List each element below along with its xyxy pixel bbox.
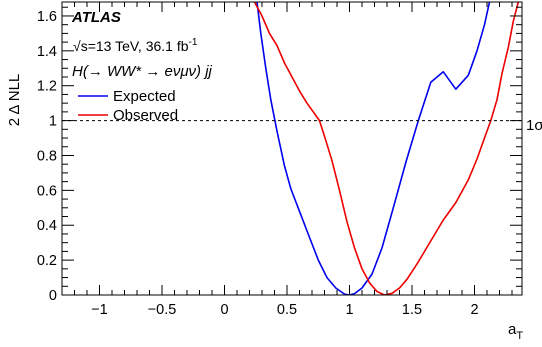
y-tick-label: 0.6 xyxy=(37,183,57,199)
y-tick-label: 0.8 xyxy=(37,148,57,164)
x-axis-title-sub: T xyxy=(516,330,523,342)
process-label: H(→ WW* → eνμν) jj xyxy=(72,63,213,80)
y-tick-label: 1.2 xyxy=(37,79,57,95)
energy-s: s xyxy=(81,38,88,54)
x-tick-label: 1 xyxy=(345,302,353,318)
sqrt-sign: √ xyxy=(73,38,81,54)
energy-text: =13 TeV, 36.1 fb xyxy=(88,38,189,54)
y-tick-label: 0.2 xyxy=(37,253,57,269)
y-tick-label: 0.4 xyxy=(37,218,57,234)
lumi-exponent: -1 xyxy=(189,37,198,48)
x-tick-label: 1.5 xyxy=(402,302,422,318)
plot-area xyxy=(253,2,520,295)
x-axis: −1 −0.5 0 0.5 1 1.5 2 xyxy=(61,2,513,318)
y-tick-label: 1.6 xyxy=(37,9,57,25)
x-axis-title: aT xyxy=(508,321,523,342)
x-tick-label: −1 xyxy=(91,302,108,318)
y-tick-label: 0 xyxy=(49,288,57,304)
x-tick-label: 0.5 xyxy=(277,302,297,318)
plot-frame xyxy=(61,1,523,296)
y-axis: 0 0.2 0.4 0.6 0.8 1 1.2 1.4 1.6 xyxy=(37,6,522,304)
legend-label-expected: Expected xyxy=(113,88,176,105)
y-axis-title: 2 Δ NLL xyxy=(6,74,23,127)
energy-lumi-label: √s=13 TeV, 36.1 fb-1 xyxy=(73,37,198,54)
x-tick-label: 2 xyxy=(470,302,478,318)
series-line-expected xyxy=(256,2,491,295)
x-tick-label: −0.5 xyxy=(148,302,177,318)
legend-label-observed: Observed xyxy=(113,107,178,124)
sigma-label: 1σ xyxy=(526,117,542,134)
series-line-observed xyxy=(253,2,520,295)
y-tick-label: 1 xyxy=(49,114,57,130)
atlas-label: ATLAS xyxy=(71,9,121,26)
x-axis-title-main: a xyxy=(508,321,517,338)
y-tick-label: 1.4 xyxy=(37,44,57,60)
x-tick-label: 0 xyxy=(220,302,228,318)
